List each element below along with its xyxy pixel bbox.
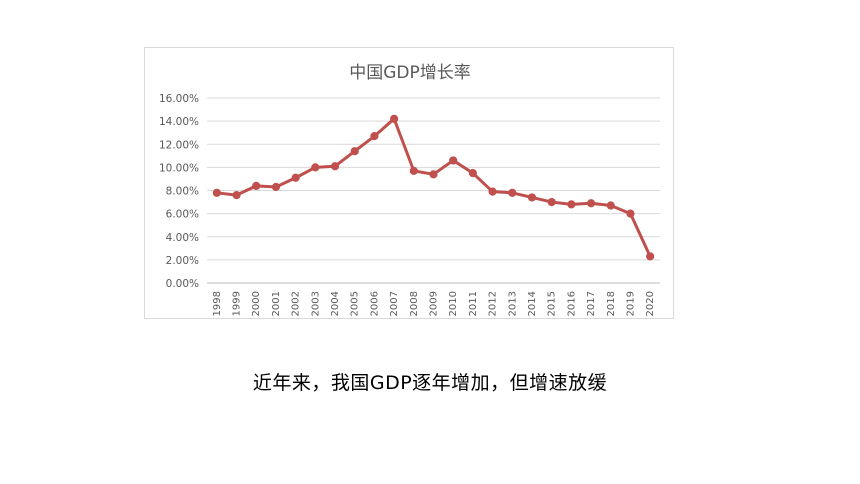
x-tick-label: 2006 xyxy=(369,291,380,316)
series-line xyxy=(215,117,652,258)
chart-svg: 中国GDP增长率 0.00% 2.00% 4.00% 6.00% 8.00% 10.00%… xyxy=(159,63,660,316)
data-point xyxy=(409,166,418,175)
x-tick-label: 2010 xyxy=(448,291,459,316)
data-point xyxy=(586,199,596,208)
x-tick-label: 2007 xyxy=(389,291,400,316)
data-point xyxy=(390,114,399,123)
x-tick-label: 2013 xyxy=(507,291,518,316)
x-tick-label: 2009 xyxy=(429,291,440,316)
x-tick-label: 2001 xyxy=(271,291,282,316)
y-tick-label: 4.00% xyxy=(166,232,199,244)
data-point xyxy=(508,188,517,197)
x-tick-label: 2008 xyxy=(409,291,420,316)
y-axis-ticks: 0.00% 2.00% 4.00% 6.00% 8.00% 10.00% 12.00% 14.… xyxy=(159,93,199,290)
series-layer xyxy=(212,114,655,261)
x-axis-ticks: 1998 1999 2000 2001 2002 2003 2004 2005 2006 2007… xyxy=(212,291,656,316)
x-tick-label: 1998 xyxy=(212,291,223,316)
caption-text: 近年来，我国GDP逐年增加，但增速放缓 xyxy=(252,372,608,394)
data-point xyxy=(271,182,281,192)
data-point xyxy=(212,188,221,197)
data-point xyxy=(350,147,359,156)
data-point xyxy=(291,173,300,182)
y-tick-label: 10.00% xyxy=(159,162,199,174)
y-tick-label: 12.00% xyxy=(159,139,199,151)
data-point xyxy=(646,252,655,261)
x-tick-label: 2017 xyxy=(586,291,597,316)
x-tick-label: 2018 xyxy=(606,291,617,316)
data-point xyxy=(449,156,458,165)
x-tick-label: 2015 xyxy=(547,291,558,316)
y-tick-label: 8.00% xyxy=(166,186,199,198)
x-tick-label: 2016 xyxy=(566,291,577,316)
y-tick-label: 2.00% xyxy=(166,255,199,267)
x-tick-label: 2020 xyxy=(645,291,656,316)
x-tick-label: 2019 xyxy=(625,291,636,316)
x-tick-label: 2000 xyxy=(251,291,262,316)
x-tick-label: 2012 xyxy=(488,291,499,316)
data-point xyxy=(330,162,340,171)
x-tick-label: 2014 xyxy=(527,291,538,316)
data-point xyxy=(232,191,241,200)
y-tick-label: 14.00% xyxy=(159,116,199,128)
x-tick-label: 2005 xyxy=(350,291,361,316)
data-point xyxy=(547,197,556,207)
y-tick-label: 16.00% xyxy=(159,93,199,105)
y-tick-label: 6.00% xyxy=(166,209,199,221)
x-tick-label: 2004 xyxy=(330,291,341,316)
data-point xyxy=(311,163,320,172)
data-point xyxy=(252,181,261,190)
data-point xyxy=(606,201,615,210)
data-point xyxy=(370,132,379,141)
data-point xyxy=(429,170,438,179)
data-point xyxy=(567,200,576,209)
x-tick-label: 2003 xyxy=(310,291,321,316)
grid-lines xyxy=(207,97,660,284)
y-tick-label: 0.00% xyxy=(166,278,199,290)
chart-title: 中国GDP增长率 xyxy=(349,63,471,83)
gdp-growth-chart: 中国GDP增长率 0.00% 2.00% 4.00% 6.00% 8.00% 10.00%… xyxy=(144,47,674,319)
x-tick-label: 2002 xyxy=(291,291,302,316)
data-point xyxy=(626,209,635,218)
data-point xyxy=(527,193,537,202)
x-tick-label: 1999 xyxy=(232,291,243,316)
x-tick-label: 2011 xyxy=(468,291,479,316)
data-point xyxy=(468,169,477,178)
data-point xyxy=(488,187,497,196)
